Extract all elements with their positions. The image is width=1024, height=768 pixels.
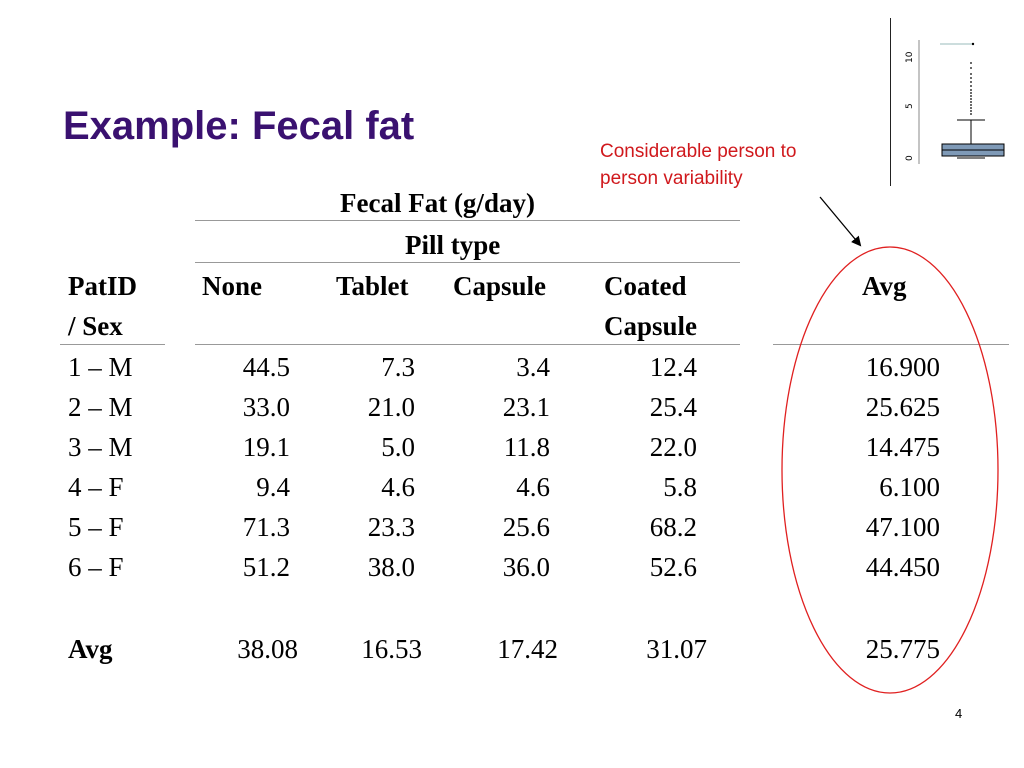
avg-overall: 25.775 [865, 634, 940, 664]
boxplot-figure: 0 5 10 [905, 36, 1009, 168]
cell-none: 9.4 [256, 472, 290, 502]
cell-tablet: 5.0 [381, 432, 415, 462]
cell-avg: 14.475 [865, 432, 940, 462]
cell-avg: 6.100 [879, 472, 940, 502]
header-capsule: Capsule [453, 271, 547, 301]
cell-none: 19.1 [242, 432, 290, 462]
avg-column-highlight [781, 246, 999, 694]
cell-capsule: 3.4 [516, 352, 550, 382]
cell-id: 1 – M [68, 352, 133, 382]
rule-header-left [60, 344, 165, 345]
cell-capsule: 23.1 [502, 392, 550, 422]
avg-capsule: 17.42 [497, 634, 558, 664]
cell-tablet: 38.0 [367, 552, 415, 582]
cell-coated: 52.6 [649, 552, 697, 582]
annotation-arrow [819, 196, 862, 247]
header-coated-capsule: Capsule [604, 311, 698, 341]
cell-tablet: 7.3 [381, 352, 415, 382]
boxplot-tick-5: 5 [905, 103, 915, 109]
cell-coated: 12.4 [649, 352, 697, 382]
cell-tablet: 21.0 [367, 392, 415, 422]
annotation-line-2: person variability [600, 168, 743, 189]
rule-under-caption [195, 220, 740, 221]
avg-row-label: Avg [68, 634, 113, 664]
cell-coated: 68.2 [649, 512, 697, 542]
group-header: Pill type [405, 230, 501, 260]
cell-tablet: 23.3 [367, 512, 415, 542]
cell-id: 5 – F [68, 512, 124, 542]
cell-avg: 16.900 [865, 352, 940, 382]
boxplot-tick-10: 10 [905, 51, 915, 63]
header-sex: / Sex [68, 311, 123, 341]
header-patid: PatID [68, 271, 137, 301]
cell-none: 44.5 [242, 352, 290, 382]
cell-coated: 22.0 [649, 432, 697, 462]
cell-capsule: 25.6 [502, 512, 550, 542]
cell-none: 71.3 [242, 512, 290, 542]
avg-tablet: 16.53 [361, 634, 422, 664]
cell-coated: 25.4 [649, 392, 697, 422]
table-caption: Fecal Fat (g/day) [340, 188, 535, 218]
annotation-text: Considerable person to person variabilit… [600, 138, 796, 192]
avg-none: 38.08 [237, 634, 298, 664]
slide-title: Example: Fecal fat [63, 104, 415, 148]
vertical-divider [890, 18, 891, 186]
cell-capsule: 4.6 [516, 472, 550, 502]
page-number: 4 [955, 706, 963, 721]
cell-id: 2 – M [68, 392, 133, 422]
cell-tablet: 4.6 [381, 472, 415, 502]
annotation-line-1: Considerable person to [600, 141, 797, 162]
cell-avg: 25.625 [865, 392, 940, 422]
cell-avg: 47.100 [865, 512, 940, 542]
header-tablet: Tablet [336, 271, 409, 301]
cell-none: 33.0 [242, 392, 290, 422]
cell-none: 51.2 [242, 552, 290, 582]
cell-id: 4 – F [68, 472, 124, 502]
header-none: None [202, 271, 262, 301]
cell-avg: 44.450 [865, 552, 940, 582]
cell-coated: 5.8 [663, 472, 697, 502]
avg-coated: 31.07 [646, 634, 707, 664]
boxplot-tick-0: 0 [905, 155, 915, 161]
cell-id: 3 – M [68, 432, 133, 462]
rule-header-right [773, 344, 1009, 345]
rule-under-group [195, 262, 740, 263]
cell-capsule: 36.0 [502, 552, 550, 582]
cell-capsule: 11.8 [503, 432, 550, 462]
rule-header-mid [195, 344, 740, 345]
cell-id: 6 – F [68, 552, 124, 582]
header-coated: Coated [604, 271, 687, 301]
header-avg: Avg [862, 271, 907, 301]
